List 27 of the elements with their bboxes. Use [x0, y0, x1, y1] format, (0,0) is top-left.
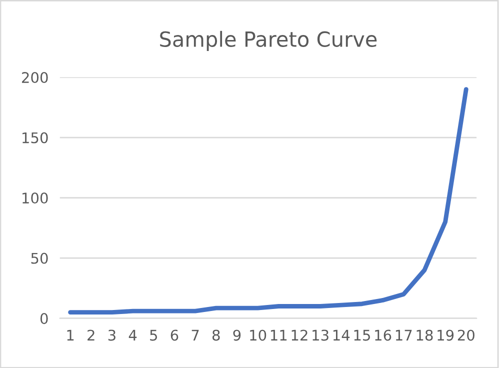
x-tick-label: 4: [128, 330, 137, 341]
x-tick-label: 5: [150, 330, 157, 341]
chart-title: Sample Pareto Curve: [160, 30, 377, 52]
x-tick-label: 3: [108, 330, 116, 341]
y-tick-label: 150: [22, 132, 48, 144]
x-tick-label: 14: [333, 330, 350, 341]
y-tick-label: 50: [31, 252, 48, 264]
x-tick-label: 10: [250, 330, 266, 341]
x-tick-label: 8: [212, 330, 220, 341]
x-tick-label: 6: [170, 330, 178, 341]
x-tick-label: 17: [396, 330, 412, 341]
x-tick-label: 15: [354, 330, 370, 341]
x-tick-label: 20: [458, 330, 474, 341]
x-tick-label: 7: [192, 330, 199, 341]
line-series: [68, 87, 468, 315]
x-tick-label: 9: [233, 330, 241, 341]
x-tick-label: 1: [67, 330, 74, 341]
x-tick-label: 18: [416, 330, 433, 341]
y-tick-label: 100: [22, 192, 48, 204]
x-tick-label: 2: [88, 330, 94, 341]
x-tick-label: 12: [292, 330, 308, 341]
y-tick-label: 0: [40, 313, 48, 324]
x-tick-label: 13: [312, 330, 328, 341]
x-tick-label: 19: [438, 330, 454, 341]
x-tick-label: 11: [270, 330, 287, 341]
x-tick-label: 16: [375, 330, 392, 341]
y-tick-label: 200: [22, 72, 48, 84]
